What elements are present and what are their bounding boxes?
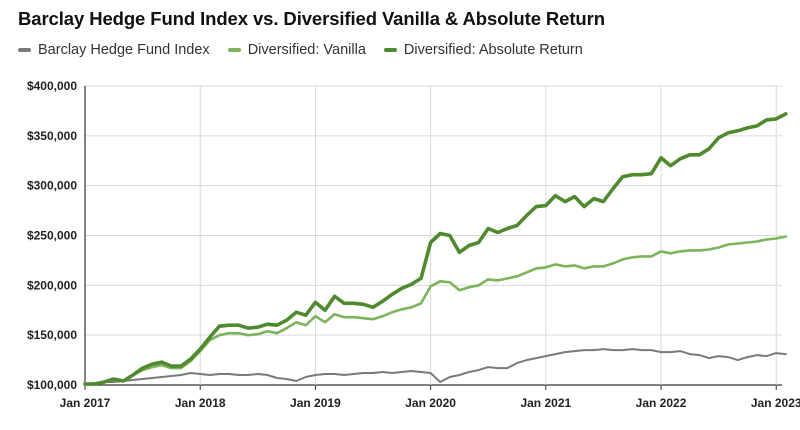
- x-tick-label: Jan 2018: [175, 396, 226, 410]
- y-axis-ticks: $100,000 $150,000 $200,000 $250,000 $300,000…: [27, 79, 77, 392]
- legend-item-absolute-return: Diversified: Absolute Return: [383, 42, 583, 58]
- legend-swatch-barclay: [18, 48, 31, 52]
- series-line-barclay-hedge-fund-index: [84, 348, 787, 385]
- chart-title: Barclay Hedge Fund Index vs. Diversified…: [18, 8, 605, 29]
- x-tick-label: Jan 2017: [60, 396, 111, 410]
- legend-label-barclay: Barclay Hedge Fund Index: [38, 42, 210, 58]
- x-axis-ticks: Jan 2017 Jan 2018 Jan 2019 Jan 2020 Jan 2021…: [60, 396, 800, 410]
- y-tick-label: $300,000: [27, 179, 77, 193]
- legend-swatch-vanilla: [227, 48, 241, 52]
- legend-item-vanilla: Diversified: Vanilla: [227, 42, 366, 58]
- legend-label-absolute-return: Diversified: Absolute Return: [403, 42, 583, 58]
- legend-label-vanilla: Diversified: Vanilla: [247, 42, 366, 58]
- y-tick-label: $400,000: [27, 79, 77, 93]
- series-line-diversified-absolute-return: [83, 112, 788, 386]
- series-lines: [83, 112, 788, 387]
- x-tick-label: Jan 2021: [520, 396, 571, 410]
- series-line-diversified-vanilla: [83, 235, 788, 387]
- y-tick-label: $100,000: [27, 378, 77, 392]
- legend-swatch-absolute-return: [383, 48, 397, 52]
- chart-legend: Barclay Hedge Fund Index Diversified: Va…: [18, 42, 601, 58]
- x-tick-label: Jan 2019: [290, 396, 341, 410]
- y-tick-label: $200,000: [27, 278, 77, 292]
- y-tick-label: $350,000: [27, 129, 77, 143]
- x-tick-label: Jan 2022: [636, 396, 687, 410]
- y-tick-label: $250,000: [27, 229, 77, 243]
- x-tick-label: Jan 2020: [405, 396, 456, 410]
- y-tick-label: $150,000: [27, 328, 77, 342]
- legend-item-barclay: Barclay Hedge Fund Index: [18, 42, 210, 58]
- x-tick-label: Jan 2023: [751, 396, 800, 410]
